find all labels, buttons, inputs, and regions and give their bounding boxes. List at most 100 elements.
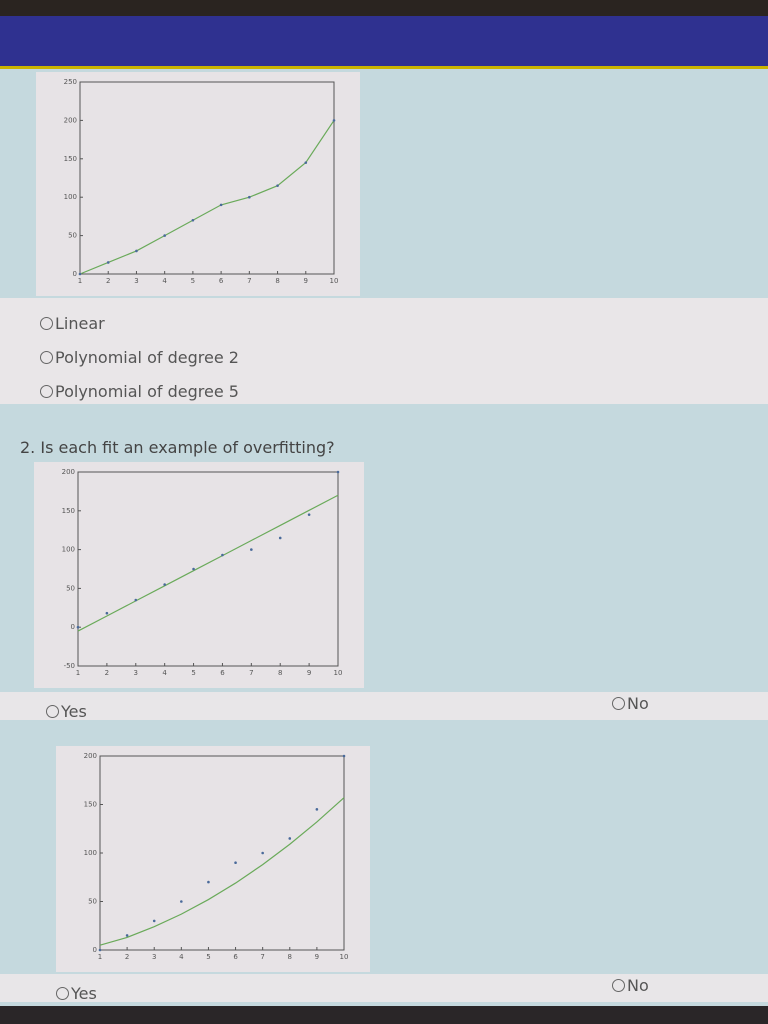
data-point [248, 195, 251, 199]
plot-frame [77, 471, 339, 667]
x-tick-label: 9 [315, 953, 319, 961]
x-tick-label: 7 [260, 953, 264, 961]
data-point [304, 161, 308, 164]
x-tick-label: 2 [106, 277, 110, 285]
data-point [105, 611, 109, 615]
data-point [76, 625, 80, 629]
x-tick-label: 5 [191, 669, 195, 677]
x-tick-label: 2 [125, 953, 129, 961]
fit1-no[interactable]: No [612, 694, 649, 713]
y-tick-label: 50 [68, 232, 77, 240]
data-point [288, 837, 292, 840]
data-point [234, 861, 237, 864]
fit2-no[interactable]: No [612, 976, 649, 995]
x-tick-label: 10 [334, 669, 343, 677]
radio-icon[interactable] [612, 979, 625, 992]
x-tick-label: 10 [340, 953, 349, 961]
option-label: Polynomial of degree 5 [55, 382, 239, 401]
fit1-answer-row: Yes No [0, 692, 768, 721]
x-tick-label: 7 [247, 277, 251, 285]
no-label: No [627, 694, 649, 713]
chart-2: -50 0 50 100 150 200 1 2 3 4 5 6 7 8 9 10 [62, 468, 343, 677]
plot-frame [99, 755, 345, 951]
top-bar [0, 0, 768, 16]
radio-icon[interactable] [56, 987, 69, 1000]
data-point [342, 754, 346, 758]
x-tick-label: 1 [76, 669, 80, 677]
data-point [336, 470, 340, 474]
x-tick-label: 9 [304, 277, 308, 285]
chart-3: 0 50 100 150 200 1 2 3 4 5 6 7 8 9 10 [84, 752, 349, 961]
x-tick-label: 7 [249, 669, 253, 677]
y-tick-label: 100 [84, 849, 97, 857]
fit2-answer-row: Yes No [0, 974, 768, 1003]
data-point [307, 513, 311, 516]
x-tick-label: 6 [233, 953, 238, 961]
y-tick-label: 50 [66, 584, 75, 592]
y-tick-label: 150 [84, 801, 97, 809]
data-point [163, 234, 166, 237]
option-poly-2[interactable]: Polynomial of degree 2 [40, 348, 239, 367]
y-tick-label: 100 [64, 193, 77, 201]
data-point [221, 553, 224, 557]
data-point [106, 261, 110, 264]
y-tick-label: 150 [64, 155, 77, 163]
x-tick-label: 6 [220, 669, 225, 677]
data-point [192, 567, 195, 571]
x-tick-label: 8 [288, 953, 292, 961]
x-tick-label: 8 [278, 669, 282, 677]
question2-title: 2. Is each fit an example of overfitting… [20, 438, 335, 457]
y-tick-label: 200 [64, 116, 77, 124]
data-point [135, 249, 138, 253]
y-tick-label: 100 [62, 546, 75, 554]
header-band [0, 16, 768, 68]
data-point [261, 851, 264, 855]
radio-icon[interactable] [40, 351, 53, 364]
radio-icon[interactable] [612, 697, 625, 710]
y-tick-label: 150 [62, 507, 75, 515]
header-divider [0, 66, 768, 69]
x-tick-label: 1 [98, 953, 102, 961]
data-point [78, 272, 82, 276]
data-point [207, 880, 210, 884]
no-label: No [627, 976, 649, 995]
data-point [191, 218, 195, 222]
data-point [134, 598, 138, 602]
data-point [163, 583, 166, 586]
y-tick-label: 0 [93, 946, 97, 954]
x-tick-label: 3 [134, 669, 138, 677]
plot-frame [79, 81, 335, 275]
option-label: Linear [55, 314, 105, 333]
x-tick-label: 4 [162, 277, 167, 285]
radio-icon[interactable] [46, 705, 59, 718]
data-point [125, 934, 129, 937]
data-point [315, 808, 319, 811]
fit1-yes[interactable]: Yes [46, 702, 87, 721]
chart-panel-1: 0 50 100 150 200 250 1 2 3 4 5 6 7 8 9 10 [36, 72, 360, 296]
option-linear[interactable]: Linear [40, 314, 105, 333]
data-point [180, 900, 183, 903]
data-point [98, 948, 102, 952]
chart-panel-2: -50 0 50 100 150 200 1 2 3 4 5 6 7 8 9 10 [34, 462, 364, 688]
data-point [276, 184, 279, 187]
radio-icon[interactable] [40, 385, 53, 398]
fit2-yes[interactable]: Yes [56, 984, 97, 1003]
x-tick-label: 6 [219, 277, 224, 285]
y-tick-label: -50 [64, 662, 75, 670]
data-point [332, 119, 336, 122]
chart-1: 0 50 100 150 200 250 1 2 3 4 5 6 7 8 9 10 [64, 78, 339, 285]
x-tick-label: 2 [105, 669, 109, 677]
option-poly-5[interactable]: Polynomial of degree 5 [40, 382, 239, 401]
radio-icon[interactable] [40, 317, 53, 330]
y-tick-label: 200 [84, 752, 97, 760]
y-tick-label: 200 [62, 468, 75, 476]
data-point [152, 919, 156, 923]
x-tick-label: 4 [179, 953, 184, 961]
x-tick-label: 3 [134, 277, 138, 285]
x-tick-label: 3 [152, 953, 156, 961]
fit-line [77, 494, 339, 632]
y-tick-label: 0 [71, 623, 75, 631]
x-tick-label: 5 [191, 277, 195, 285]
fit-line [99, 797, 345, 946]
x-tick-label: 1 [78, 277, 82, 285]
